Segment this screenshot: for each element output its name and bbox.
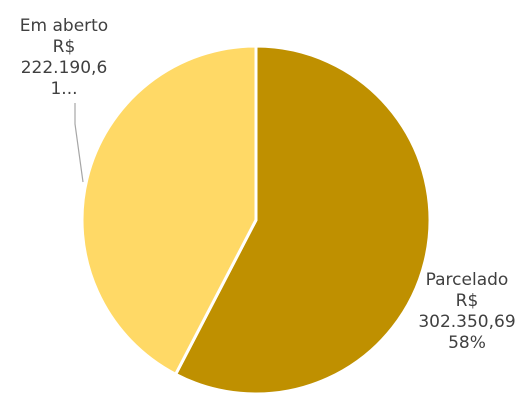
pie-slice-em-aberto bbox=[80, 44, 258, 376]
data-label-em-aberto: Em aberto R$ 222.190,6 1... bbox=[19, 16, 109, 99]
leader-line-em-aberto bbox=[74, 103, 84, 183]
data-label-parcelado: Parcelado R$ 302.350,69 58% bbox=[418, 270, 516, 353]
pie-slice-parcelado bbox=[174, 44, 432, 393]
